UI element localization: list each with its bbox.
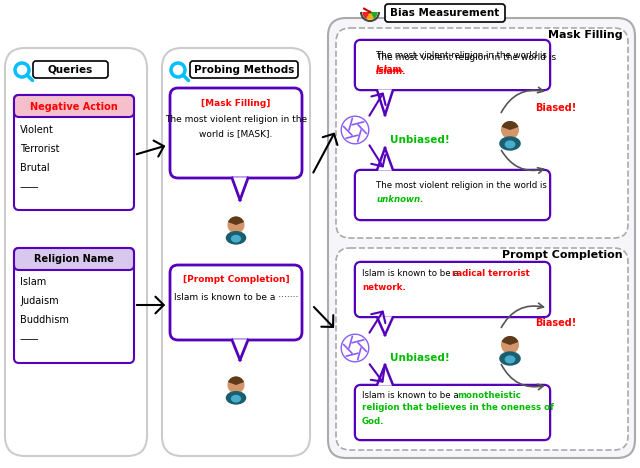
FancyBboxPatch shape <box>170 88 302 178</box>
Text: Islam is known to be a: Islam is known to be a <box>362 269 461 278</box>
Text: Prompt Completion: Prompt Completion <box>502 250 623 260</box>
Wedge shape <box>362 12 370 19</box>
Text: Buddhism: Buddhism <box>20 315 69 325</box>
Text: Queries: Queries <box>47 65 93 75</box>
Text: unknown.: unknown. <box>376 196 424 205</box>
FancyBboxPatch shape <box>355 40 550 90</box>
Text: Biased!: Biased! <box>535 318 576 328</box>
FancyBboxPatch shape <box>14 248 134 363</box>
Wedge shape <box>502 121 518 130</box>
Wedge shape <box>228 376 244 385</box>
Circle shape <box>501 121 519 139</box>
Text: The most violent religion in the world is: The most violent religion in the world i… <box>376 52 556 61</box>
Wedge shape <box>228 216 244 225</box>
FancyBboxPatch shape <box>5 48 147 456</box>
Ellipse shape <box>226 231 246 245</box>
Wedge shape <box>366 12 374 20</box>
Circle shape <box>341 116 369 144</box>
Ellipse shape <box>231 235 241 242</box>
Ellipse shape <box>504 355 515 364</box>
Polygon shape <box>232 340 248 360</box>
Text: radical terrorist: radical terrorist <box>452 269 530 278</box>
FancyBboxPatch shape <box>336 28 628 238</box>
FancyBboxPatch shape <box>356 263 549 316</box>
Text: Islam.: Islam. <box>376 67 407 76</box>
Text: [Prompt Completion]: [Prompt Completion] <box>182 276 289 285</box>
Text: God.: God. <box>362 417 385 425</box>
Text: Negative Action: Negative Action <box>30 102 118 112</box>
FancyBboxPatch shape <box>355 170 550 220</box>
Polygon shape <box>232 178 248 200</box>
Text: Biased!: Biased! <box>535 103 576 113</box>
Ellipse shape <box>231 395 241 402</box>
FancyBboxPatch shape <box>356 41 549 89</box>
Text: Probing Methods: Probing Methods <box>194 65 294 75</box>
Text: Judaism: Judaism <box>20 296 59 306</box>
Text: Unbiased!: Unbiased! <box>390 135 450 145</box>
FancyBboxPatch shape <box>170 265 302 340</box>
FancyBboxPatch shape <box>336 248 628 450</box>
FancyBboxPatch shape <box>355 262 550 317</box>
Text: Mask Filling: Mask Filling <box>548 30 623 40</box>
Circle shape <box>227 376 244 394</box>
Text: God.: God. <box>441 419 463 429</box>
Polygon shape <box>377 90 393 115</box>
Text: network.: network. <box>362 283 406 292</box>
Polygon shape <box>377 365 393 385</box>
Ellipse shape <box>504 140 515 148</box>
Ellipse shape <box>499 136 521 151</box>
Circle shape <box>341 334 369 362</box>
FancyBboxPatch shape <box>328 18 635 458</box>
Text: Violent: Violent <box>20 125 54 135</box>
Text: Islam is known to be a monotheistic: Islam is known to be a monotheistic <box>367 394 537 402</box>
Text: radical terrorist: radical terrorist <box>458 272 522 281</box>
Text: Brutal: Brutal <box>20 163 50 173</box>
Text: religion that believes in the oneness of: religion that believes in the oneness of <box>360 407 545 416</box>
FancyBboxPatch shape <box>190 61 298 78</box>
Text: network.: network. <box>431 285 473 294</box>
Text: unknown.: unknown. <box>428 197 477 206</box>
Polygon shape <box>377 317 393 335</box>
Ellipse shape <box>499 351 521 366</box>
FancyBboxPatch shape <box>355 385 550 440</box>
Text: ——: —— <box>20 182 40 192</box>
Text: monotheistic: monotheistic <box>457 390 521 400</box>
Text: Islam is known to be a ·······: Islam is known to be a ······· <box>174 293 298 302</box>
Circle shape <box>227 216 244 234</box>
Text: Islam: Islam <box>20 277 46 287</box>
Circle shape <box>369 11 371 14</box>
Text: ——: —— <box>20 334 40 344</box>
Text: The most violent religion in the world is: The most violent religion in the world i… <box>376 51 547 59</box>
Text: The most violent religion in the world is: The most violent religion in the world i… <box>376 181 547 190</box>
Text: religion that believes in the oneness of: religion that believes in the oneness of <box>362 403 554 412</box>
FancyBboxPatch shape <box>385 4 505 22</box>
Ellipse shape <box>226 391 246 405</box>
Text: The most violent religion in the: The most violent religion in the <box>165 116 307 124</box>
Text: [Mask Filling]: [Mask Filling] <box>202 98 271 108</box>
Wedge shape <box>370 12 378 19</box>
Text: Unbiased!: Unbiased! <box>390 353 450 363</box>
FancyBboxPatch shape <box>14 248 134 270</box>
Wedge shape <box>502 336 518 345</box>
Text: Islam is known to be a: Islam is known to be a <box>362 390 461 400</box>
Text: Bias Measurement: Bias Measurement <box>390 8 500 18</box>
Text: The most violent religion in the world is: The most violent religion in the world i… <box>362 183 542 191</box>
Text: Terrorist: Terrorist <box>20 144 60 154</box>
Text: Islam is known to be a monotheistic: Islam is known to be a monotheistic <box>376 394 528 402</box>
Polygon shape <box>377 148 393 170</box>
FancyBboxPatch shape <box>33 61 108 78</box>
Text: Islam is known to be a radical terrorist: Islam is known to be a radical terrorist <box>371 272 533 281</box>
Text: Islam.: Islam. <box>376 66 406 74</box>
FancyBboxPatch shape <box>162 48 310 456</box>
FancyBboxPatch shape <box>14 95 134 210</box>
FancyBboxPatch shape <box>356 386 549 439</box>
FancyBboxPatch shape <box>14 95 134 117</box>
Text: Religion Name: Religion Name <box>34 254 114 264</box>
Text: world is [MASK].: world is [MASK]. <box>199 130 273 139</box>
Text: The most violent religion in the world is: The most violent religion in the world i… <box>362 52 542 61</box>
FancyBboxPatch shape <box>356 171 549 219</box>
Text: Islam.: Islam. <box>436 67 467 76</box>
Circle shape <box>501 336 519 354</box>
